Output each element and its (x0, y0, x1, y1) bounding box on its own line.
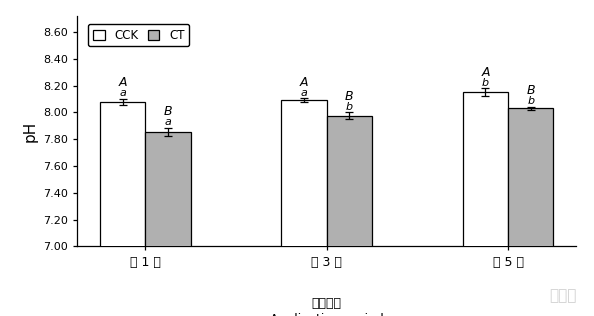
Text: A: A (481, 66, 489, 79)
Text: B: B (526, 84, 535, 97)
Bar (463, 92, 508, 316)
Text: B: B (345, 90, 353, 103)
Text: b: b (527, 96, 535, 106)
Text: 超爱秀: 超爱秀 (549, 289, 576, 303)
Bar (146, 132, 191, 316)
Text: B: B (163, 106, 172, 118)
Text: A: A (118, 76, 127, 89)
Text: Application period: Application period (270, 313, 384, 316)
Text: b: b (346, 102, 353, 112)
Legend: CCK, CT: CCK, CT (88, 24, 189, 46)
Text: a: a (119, 88, 126, 98)
Bar (100, 102, 146, 316)
Text: A: A (300, 76, 308, 89)
Bar (508, 108, 554, 316)
Y-axis label: pH: pH (23, 120, 38, 142)
Text: b: b (482, 78, 489, 88)
Text: a: a (165, 117, 172, 127)
Bar (327, 116, 372, 316)
Text: 施用年限: 施用年限 (312, 297, 342, 310)
Text: a: a (301, 88, 308, 98)
Bar (282, 100, 327, 316)
